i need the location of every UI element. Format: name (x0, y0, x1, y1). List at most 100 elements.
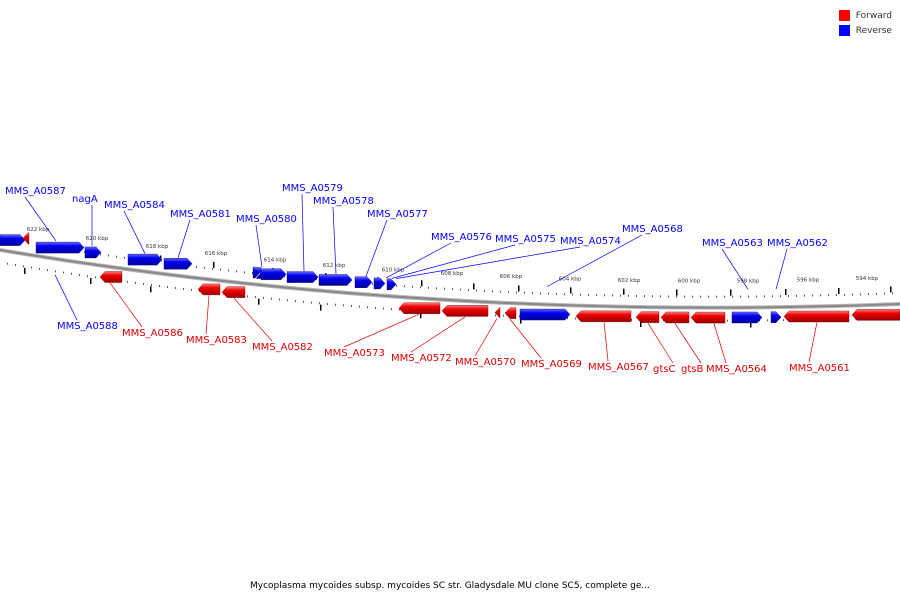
reverse-gene-feature[interactable] (84, 246, 102, 259)
reverse-gene-feature[interactable] (318, 274, 353, 286)
track-dot (444, 287, 445, 290)
reverse-gene-feature[interactable] (386, 278, 397, 291)
reverse-gene-label[interactable]: MMS_A0580 (236, 214, 297, 225)
reverse-gene-label[interactable]: MMS_A0588 (57, 321, 118, 332)
track-dot (359, 305, 360, 308)
reverse-gene-feature[interactable] (0, 234, 26, 246)
major-tick (640, 321, 642, 327)
tick-label: 598 kbp (737, 279, 760, 285)
label-connector (775, 248, 788, 290)
label-connector (808, 322, 818, 363)
reverse-swatch (838, 25, 850, 36)
reverse-gene-feature[interactable] (255, 267, 262, 279)
reverse-gene-feature[interactable] (770, 311, 782, 323)
track-dot (23, 265, 24, 268)
track-dot (708, 295, 709, 298)
track-dot (564, 293, 565, 296)
track-dot (244, 271, 245, 274)
track-dot (492, 290, 493, 293)
forward-gene-feature[interactable] (851, 309, 900, 321)
reverse-gene-feature[interactable] (373, 277, 386, 290)
track-dot (788, 295, 789, 297)
track-dot (631, 318, 632, 321)
reverse-gene-label[interactable]: nagA (72, 194, 98, 205)
reverse-gene-label[interactable]: MMS_A0577 (367, 209, 428, 220)
track-dot (436, 287, 437, 290)
label-connector (365, 219, 388, 277)
forward-gene-feature[interactable] (690, 311, 726, 324)
forward-gene-label[interactable]: MMS_A0583 (186, 335, 247, 346)
forward-gene-feature[interactable] (441, 305, 489, 317)
forward-gene-label[interactable]: gtsC (653, 364, 675, 375)
reverse-gene-feature[interactable] (260, 268, 287, 280)
reverse-gene-label[interactable]: MMS_A0562 (767, 238, 828, 249)
reverse-gene-label[interactable]: MMS_A0581 (170, 209, 231, 220)
forward-gene-feature[interactable] (99, 271, 123, 283)
major-tick (890, 286, 892, 293)
track-dot (55, 270, 56, 273)
forward-gene-label[interactable]: MMS_A0569 (521, 359, 582, 370)
forward-gene-label[interactable]: MMS_A0564 (706, 364, 767, 375)
forward-gene-label[interactable]: MMS_A0561 (789, 363, 850, 374)
reverse-gene-feature[interactable] (354, 276, 373, 288)
label-connector (233, 297, 273, 342)
forward-gene-feature[interactable] (221, 286, 246, 298)
label-connector (24, 196, 57, 242)
track-dot (764, 295, 765, 298)
forward-gene-feature[interactable] (494, 306, 501, 319)
track-dot (732, 295, 733, 298)
reverse-gene-feature[interactable] (35, 241, 85, 254)
major-tick (473, 283, 475, 290)
legend-item-forward: Forward (838, 8, 892, 23)
reverse-gene-label[interactable]: MMS_A0587 (5, 186, 66, 197)
label-connector (255, 224, 263, 268)
forward-gene-label[interactable]: gtsB (681, 364, 703, 375)
forward-gene-feature[interactable] (575, 310, 632, 323)
forward-gene-feature[interactable] (504, 307, 517, 319)
track-dot (783, 319, 784, 322)
track-dot (220, 268, 221, 271)
reverse-gene-label[interactable]: MMS_A0574 (560, 236, 621, 247)
reverse-gene-feature[interactable] (519, 308, 571, 321)
track-dot (143, 282, 144, 285)
label-connector (391, 244, 516, 279)
track-dot (668, 295, 669, 298)
track-dot (71, 272, 72, 275)
reverse-gene-label[interactable]: MMS_A0563 (702, 238, 763, 249)
track-dot (159, 285, 160, 287)
forward-gene-feature[interactable] (660, 311, 690, 324)
reverse-gene-label[interactable]: MMS_A0578 (313, 196, 374, 207)
label-connector (109, 282, 143, 328)
forward-gene-label[interactable]: MMS_A0570 (455, 357, 516, 368)
reverse-gene-feature[interactable] (286, 271, 319, 283)
reverse-gene-feature[interactable] (731, 311, 763, 324)
track-dot (852, 293, 853, 296)
track-dot (484, 289, 485, 292)
forward-gene-label[interactable]: MMS_A0582 (252, 342, 313, 353)
forward-gene-feature[interactable] (635, 311, 660, 323)
reverse-gene-label[interactable]: MMS_A0579 (282, 183, 343, 194)
reverse-gene-label[interactable]: MMS_A0584 (104, 200, 165, 211)
track-dot (87, 275, 88, 278)
forward-gene-label[interactable]: MMS_A0567 (588, 362, 649, 373)
label-connector (509, 318, 542, 359)
forward-gene-label[interactable]: MMS_A0586 (122, 328, 183, 339)
forward-gene-feature[interactable] (197, 283, 221, 296)
track-dot (524, 291, 525, 294)
reverse-gene-label[interactable]: MMS_A0575 (495, 234, 556, 245)
track-dot (516, 291, 517, 294)
reverse-gene-feature[interactable] (252, 266, 261, 279)
track-dot (500, 290, 501, 293)
forward-gene-label[interactable]: MMS_A0573 (324, 348, 385, 359)
track-dot (127, 280, 128, 283)
reverse-gene-label[interactable]: MMS_A0568 (622, 224, 683, 235)
reverse-gene-label[interactable]: MMS_A0576 (431, 232, 492, 243)
reverse-gene-feature[interactable] (163, 258, 193, 270)
forward-gene-feature[interactable] (22, 232, 30, 244)
label-connector (713, 323, 727, 364)
forward-gene-label[interactable]: MMS_A0572 (391, 353, 452, 364)
track-dot (263, 296, 264, 299)
reverse-gene-feature[interactable] (127, 253, 163, 266)
forward-gene-feature[interactable] (783, 310, 850, 323)
forward-gene-feature[interactable] (398, 302, 441, 314)
